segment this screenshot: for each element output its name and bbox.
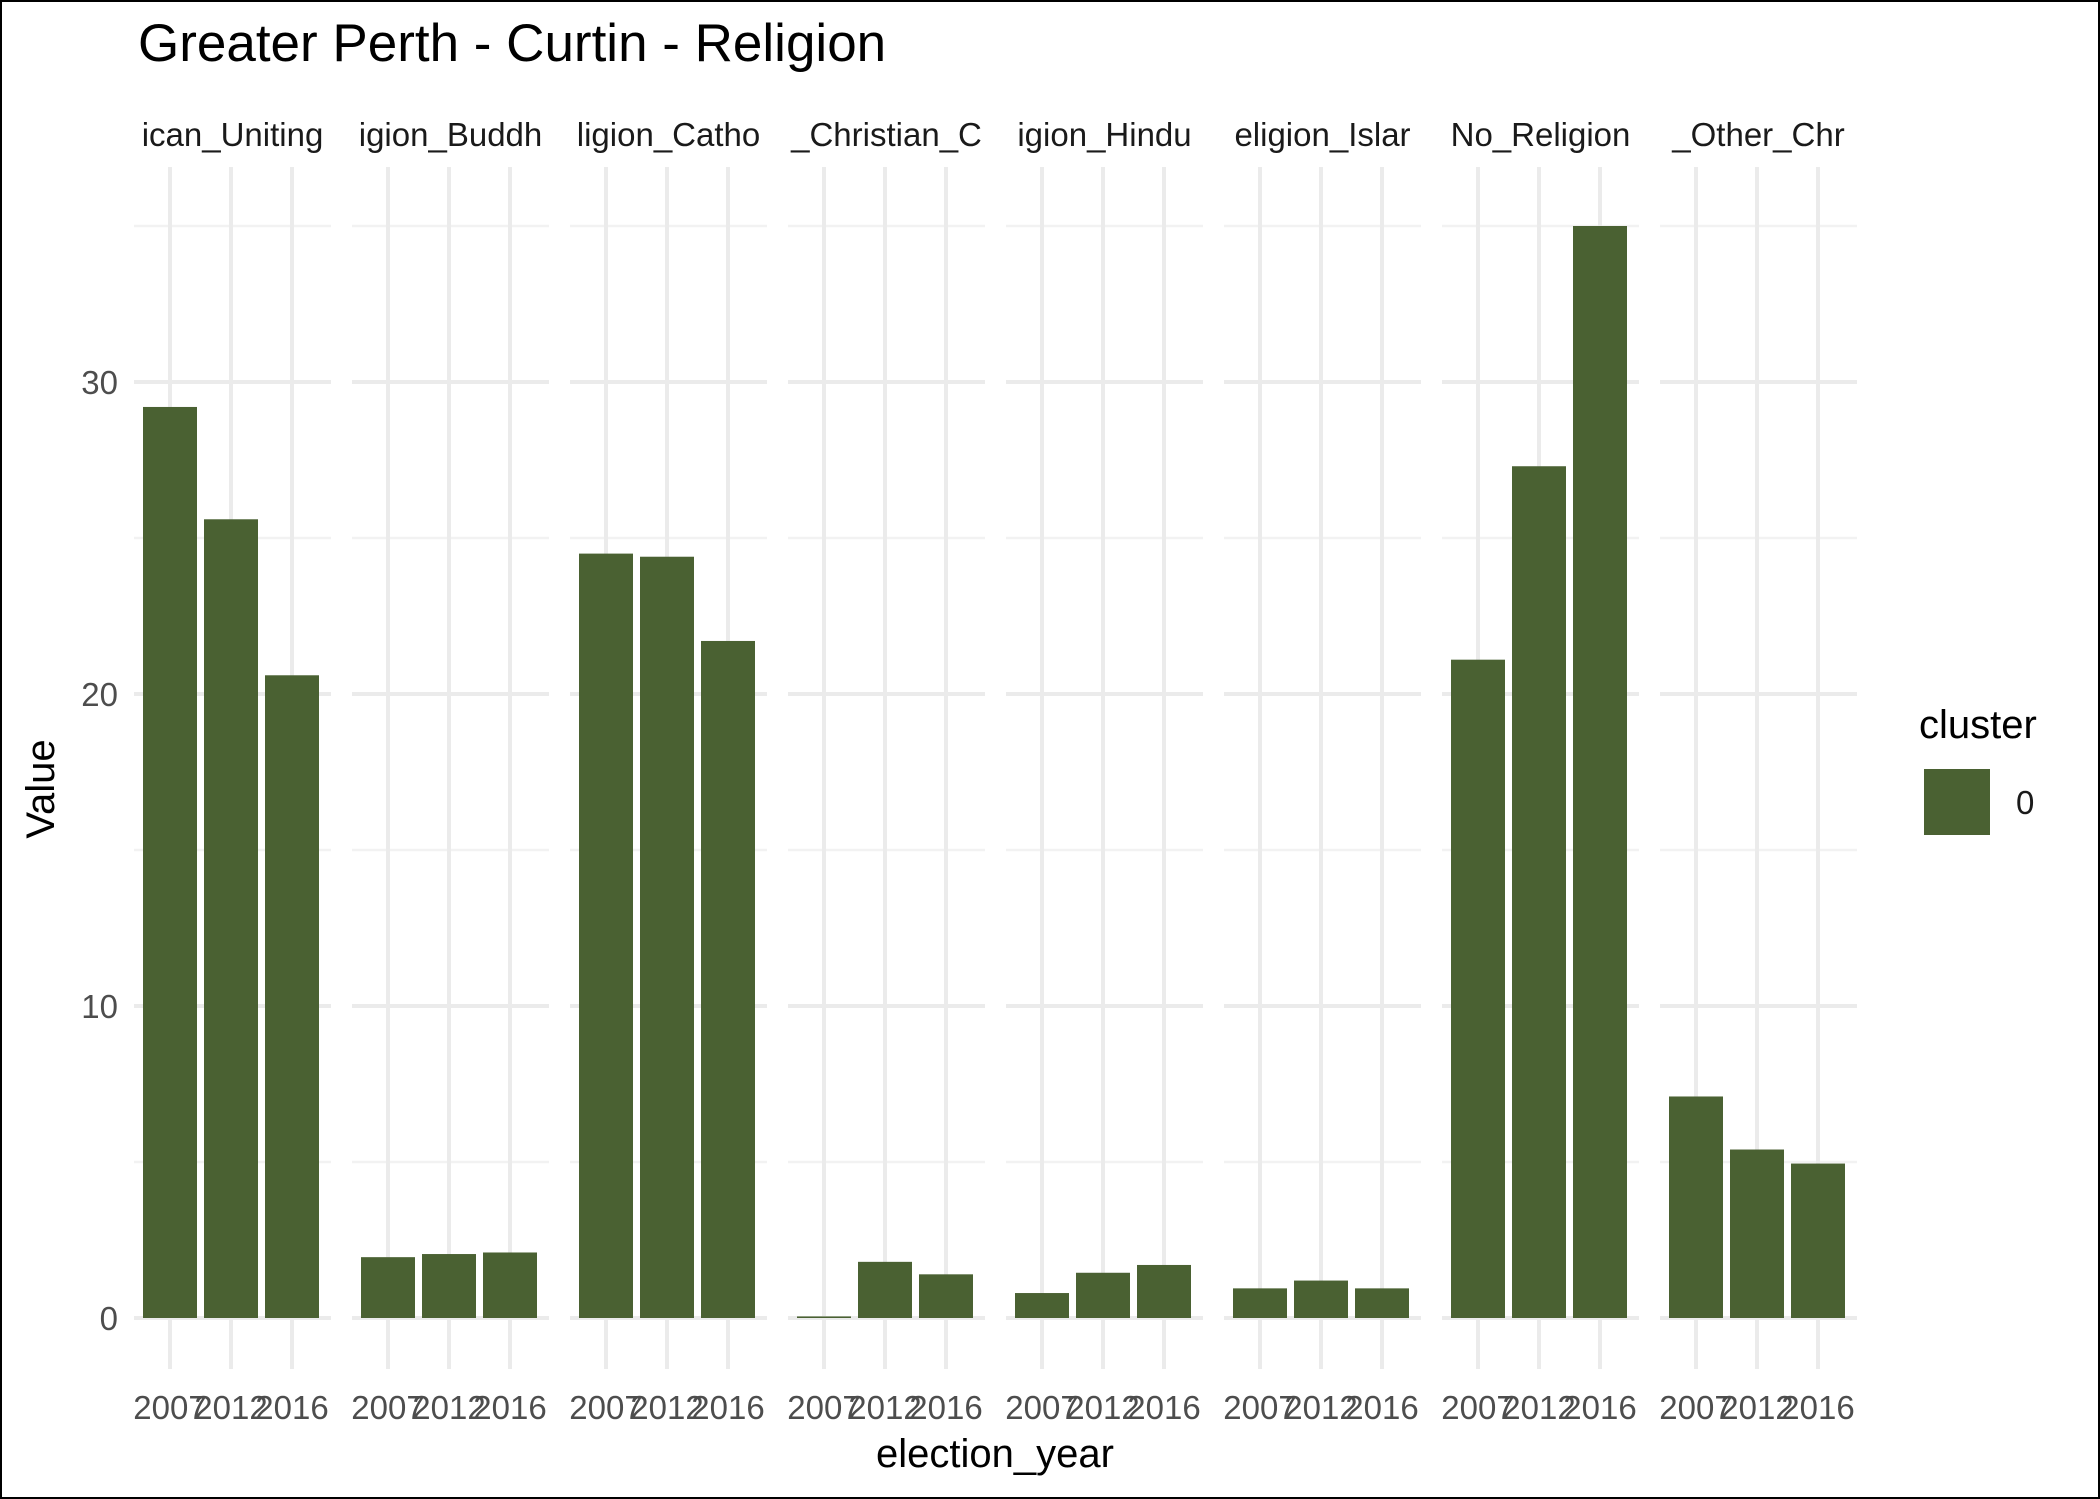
bar-4-2007	[1015, 1293, 1069, 1318]
facet-strip-label: _Christian_C	[790, 116, 982, 153]
x-tick-label: 2007	[1659, 1389, 1732, 1426]
x-tick-label: 2007	[569, 1389, 642, 1426]
legend-label-0: 0	[2016, 784, 2034, 821]
x-tick-label: 2007	[1005, 1389, 1078, 1426]
y-tick-layer: 0 10 20 30	[81, 364, 118, 1337]
legend: cluster 0	[1919, 703, 2037, 835]
y-tick-label: 30	[81, 364, 118, 401]
facet-strip-layer: ican_Uniting igion_Buddh ligion_Catho _Chri…	[142, 116, 1845, 153]
bar-2-2012	[640, 556, 694, 1318]
legend-title: cluster	[1919, 703, 2037, 747]
facet-strip-label: igion_Buddh	[359, 116, 543, 153]
legend-key-0	[1924, 769, 1990, 835]
facet-strip-label: igion_Hindu	[1017, 116, 1191, 153]
x-tick-label: 2007	[133, 1389, 206, 1426]
bar-3-2012	[858, 1261, 912, 1318]
bar-7-2012	[1730, 1149, 1784, 1318]
x-tick-label: 2016	[1781, 1389, 1854, 1426]
x-tick-label: 2012	[1502, 1389, 1575, 1426]
x-tick-label: 2007	[351, 1389, 424, 1426]
bar-6-2016	[1573, 226, 1627, 1318]
x-tick-label: 2016	[1563, 1389, 1636, 1426]
chart-title: Greater Perth - Curtin - Religion	[138, 14, 886, 73]
bar-1-2007	[361, 1257, 415, 1318]
bar-0-2012	[204, 519, 258, 1318]
bar-0-2007	[143, 406, 197, 1319]
bar-6-2007	[1451, 659, 1505, 1318]
y-axis-title: Value	[19, 739, 63, 838]
x-tick-label: 2016	[1127, 1389, 1200, 1426]
bar-3-2016	[919, 1274, 973, 1318]
bar-7-2016	[1791, 1163, 1845, 1318]
facet-strip-label: eligion_Islar	[1234, 116, 1410, 153]
bar-4-2012	[1076, 1272, 1130, 1318]
bar-1-2012	[422, 1254, 476, 1318]
bar-6-2012	[1512, 466, 1566, 1318]
bar-5-2016	[1355, 1288, 1409, 1318]
x-tick-label: 2016	[473, 1389, 546, 1426]
x-axis-title: election_year	[876, 1432, 1114, 1476]
x-tick-label: 2012	[1720, 1389, 1793, 1426]
bar-7-2007	[1669, 1096, 1723, 1318]
facet-strip-label: ican_Uniting	[142, 116, 324, 153]
x-tick-label: 2016	[691, 1389, 764, 1426]
x-tick-label: 2007	[1223, 1389, 1296, 1426]
bar-4-2016	[1137, 1264, 1191, 1318]
bar-1-2016	[483, 1252, 537, 1318]
y-tick-label: 10	[81, 988, 118, 1025]
bar-5-2007	[1233, 1288, 1287, 1318]
x-tick-label: 2016	[909, 1389, 982, 1426]
x-tick-label: 2012	[194, 1389, 267, 1426]
x-tick-label: 2012	[848, 1389, 921, 1426]
bar-3-2007	[797, 1316, 851, 1318]
bar-layer	[143, 226, 1845, 1319]
x-tick-label: 2016	[1345, 1389, 1418, 1426]
x-tick-label: 2007	[1441, 1389, 1514, 1426]
x-tick-label: 2012	[1284, 1389, 1357, 1426]
x-tick-label: 2012	[630, 1389, 703, 1426]
bar-2-2007	[579, 553, 633, 1318]
x-tick-label: 2007	[787, 1389, 860, 1426]
facet-strip-label: No_Religion	[1451, 116, 1631, 153]
x-tick-label: 2012	[412, 1389, 485, 1426]
y-tick-label: 0	[100, 1300, 118, 1337]
bar-0-2016	[265, 675, 319, 1318]
x-tick-label: 2016	[255, 1389, 328, 1426]
facet-strip-label: _Other_Chr	[1671, 116, 1844, 153]
x-tick-label: 2012	[1066, 1389, 1139, 1426]
y-tick-label: 20	[81, 676, 118, 713]
bar-5-2012	[1294, 1280, 1348, 1318]
bar-2-2016	[701, 640, 755, 1318]
facet-strip-label: ligion_Catho	[577, 116, 760, 153]
